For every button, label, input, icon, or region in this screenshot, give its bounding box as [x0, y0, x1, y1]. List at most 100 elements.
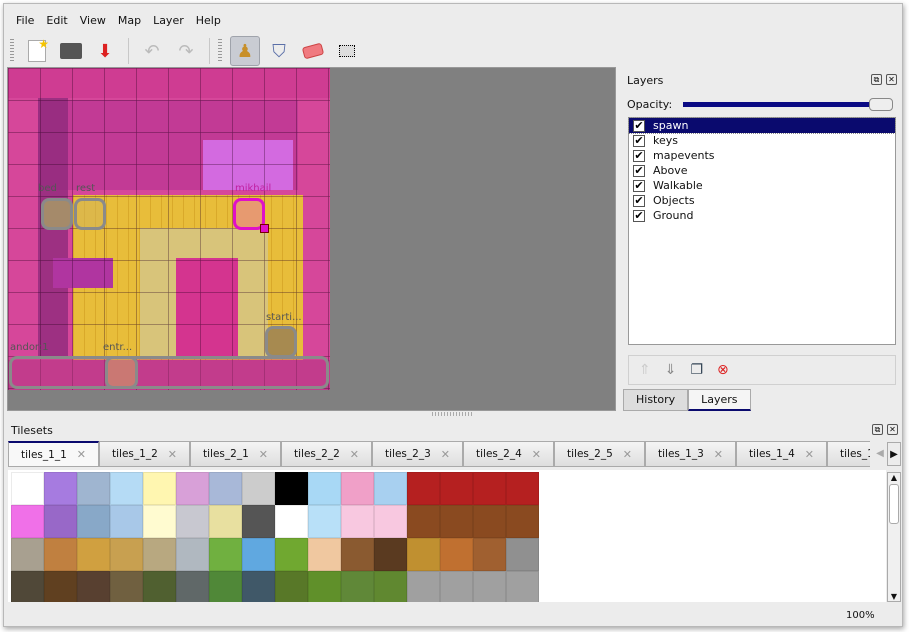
- opacity-slider-handle[interactable]: [869, 98, 893, 111]
- tile[interactable]: [407, 571, 440, 602]
- layer-item[interactable]: ✔ mapevents: [629, 148, 895, 163]
- tile[interactable]: [176, 571, 209, 602]
- map[interactable]: bed rest mikhail starti... andor:1 entr.…: [8, 68, 330, 390]
- tile[interactable]: [44, 571, 77, 602]
- tile[interactable]: [110, 571, 143, 602]
- tile[interactable]: [341, 472, 374, 505]
- menu-help[interactable]: Help: [195, 14, 221, 27]
- close-tab-icon[interactable]: ✕: [622, 447, 632, 461]
- close-tab-icon[interactable]: ✕: [258, 447, 268, 461]
- tile[interactable]: [143, 538, 176, 571]
- tile[interactable]: [407, 538, 440, 571]
- close-tab-icon[interactable]: ✕: [76, 448, 86, 461]
- close-tab-icon[interactable]: ✕: [349, 447, 359, 461]
- visibility-checkbox[interactable]: ✔: [633, 208, 645, 222]
- tile[interactable]: [308, 571, 341, 602]
- tile[interactable]: [209, 505, 242, 538]
- visibility-checkbox[interactable]: ✔: [633, 148, 645, 162]
- tile[interactable]: [110, 538, 143, 571]
- scrollbar-thumb[interactable]: [889, 484, 899, 524]
- tile[interactable]: [143, 505, 176, 538]
- opacity-slider[interactable]: [683, 102, 873, 107]
- tile[interactable]: [473, 538, 506, 571]
- new-map-icon[interactable]: ★: [22, 36, 52, 66]
- tileset-tab[interactable]: tiles_1_: [827, 441, 870, 467]
- tile[interactable]: [374, 571, 407, 602]
- tile[interactable]: [11, 472, 44, 505]
- tileset-tab[interactable]: tiles_1_2 ✕: [99, 441, 190, 467]
- tile[interactable]: [110, 472, 143, 505]
- tile[interactable]: [209, 571, 242, 602]
- close-icon[interactable]: ✕: [887, 424, 898, 435]
- close-tab-icon[interactable]: ✕: [440, 447, 450, 461]
- map-object-start[interactable]: [265, 326, 297, 358]
- tile[interactable]: [44, 472, 77, 505]
- tileset-tab[interactable]: tiles_2_3 ✕: [372, 441, 463, 467]
- scroll-down-icon[interactable]: ▼: [890, 592, 898, 601]
- tile[interactable]: [209, 472, 242, 505]
- rectangle-select-icon[interactable]: [332, 36, 362, 66]
- layer-item[interactable]: ✔ Ground: [629, 208, 895, 223]
- save-icon[interactable]: ⬇: [97, 40, 113, 62]
- stamp-brush-icon[interactable]: ♟: [230, 36, 260, 66]
- tile[interactable]: [143, 571, 176, 602]
- layer-item[interactable]: ✔ Walkable: [629, 178, 895, 193]
- tile[interactable]: [407, 472, 440, 505]
- redo-icon[interactable]: ↷: [178, 40, 194, 62]
- tile[interactable]: [440, 538, 473, 571]
- close-tab-icon[interactable]: ✕: [167, 447, 177, 461]
- menu-layer[interactable]: Layer: [153, 14, 184, 27]
- scroll-left-icon[interactable]: ◀: [876, 448, 884, 459]
- raise-layer-icon[interactable]: ⇑: [639, 362, 651, 378]
- layer-item[interactable]: ✔ Above: [629, 163, 895, 178]
- layer-item[interactable]: ✔ Objects: [629, 193, 895, 208]
- map-object-entrance[interactable]: [105, 356, 138, 389]
- float-icon[interactable]: ⧉: [872, 424, 883, 435]
- close-tab-icon[interactable]: ✕: [531, 447, 541, 461]
- map-canvas[interactable]: bed rest mikhail starti... andor:1 entr.…: [7, 67, 616, 411]
- tile[interactable]: [242, 472, 275, 505]
- undo-icon[interactable]: ↶: [144, 40, 160, 62]
- close-icon[interactable]: ✕: [886, 74, 897, 85]
- tile[interactable]: [275, 571, 308, 602]
- tile[interactable]: [44, 505, 77, 538]
- tile[interactable]: [275, 472, 308, 505]
- tile[interactable]: [242, 571, 275, 602]
- menu-view[interactable]: View: [79, 14, 106, 27]
- float-icon[interactable]: ⧉: [871, 74, 882, 85]
- map-object-mikhail-selected[interactable]: [233, 198, 265, 230]
- tileset-tab[interactable]: tiles_2_1 ✕: [190, 441, 281, 467]
- tileset-tab[interactable]: tiles_1_1 ✕: [8, 441, 99, 467]
- tile[interactable]: [110, 505, 143, 538]
- tileset-tab[interactable]: tiles_2_4 ✕: [463, 441, 554, 467]
- tile[interactable]: [11, 571, 44, 602]
- tile[interactable]: [473, 505, 506, 538]
- tile[interactable]: [77, 571, 110, 602]
- tile[interactable]: [209, 538, 242, 571]
- resize-handle[interactable]: [260, 224, 269, 233]
- tile[interactable]: [341, 571, 374, 602]
- tile[interactable]: [506, 538, 539, 571]
- visibility-checkbox[interactable]: ✔: [633, 178, 645, 192]
- tile[interactable]: [143, 472, 176, 505]
- bucket-fill-icon[interactable]: ⛉: [272, 40, 286, 62]
- tile[interactable]: [308, 505, 341, 538]
- scroll-up-icon[interactable]: ▲: [890, 473, 898, 482]
- close-tab-icon[interactable]: ✕: [804, 447, 814, 461]
- tile[interactable]: [506, 571, 539, 602]
- tileset-tab[interactable]: tiles_2_5 ✕: [554, 441, 645, 467]
- remove-layer-icon[interactable]: ⊗: [717, 362, 729, 378]
- lower-layer-icon[interactable]: ⇓: [664, 362, 677, 378]
- map-object-bed[interactable]: [41, 198, 73, 230]
- tile[interactable]: [341, 538, 374, 571]
- tile[interactable]: [275, 505, 308, 538]
- tile[interactable]: [11, 538, 44, 571]
- tile[interactable]: [11, 505, 44, 538]
- tile[interactable]: [473, 571, 506, 602]
- tileset-tab[interactable]: tiles_1_4 ✕: [736, 441, 827, 467]
- tile[interactable]: [308, 472, 341, 505]
- visibility-checkbox[interactable]: ✔: [633, 133, 645, 147]
- visibility-checkbox[interactable]: ✔: [633, 193, 645, 207]
- layer-item[interactable]: ✔ spawn: [628, 117, 896, 134]
- tileset-tab[interactable]: tiles_2_2 ✕: [281, 441, 372, 467]
